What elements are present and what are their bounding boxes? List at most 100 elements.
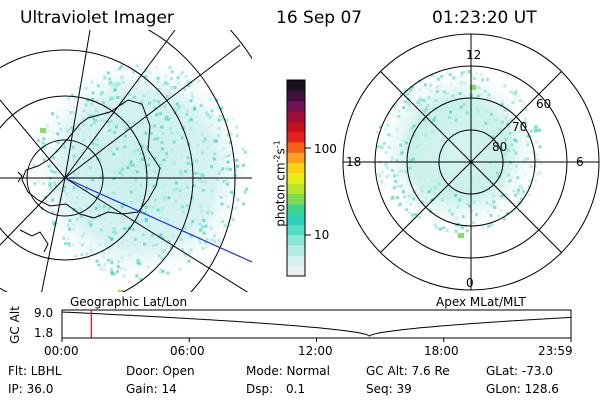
speckle-pixel — [424, 196, 428, 200]
speckle-pixel — [112, 272, 116, 276]
speckle-pixel — [534, 153, 538, 157]
speckle-pixel — [180, 154, 183, 158]
speckle-pixel — [106, 120, 110, 124]
speckle-pixel — [110, 270, 114, 274]
speckle-pixel — [56, 140, 60, 144]
speckle-pixel — [458, 205, 462, 208]
speckle-pixel — [173, 104, 177, 107]
speckle-pixel — [180, 140, 184, 144]
speckle-pixel — [107, 201, 111, 204]
speckle-pixel — [385, 175, 389, 179]
speckle-pixel — [85, 252, 89, 256]
speckle-pixel — [109, 80, 113, 84]
speckle-pixel — [453, 76, 457, 79]
speckle-pixel — [63, 142, 67, 145]
speckle-pixel — [157, 88, 161, 92]
speckle-pixel — [81, 196, 85, 200]
speckle-pixel — [514, 151, 518, 155]
colorbar-swatch — [287, 80, 305, 91]
speckle-pixel — [507, 173, 510, 177]
speckle-pixel — [393, 174, 396, 178]
speckle-pixel — [116, 270, 119, 274]
colorbar-swatch — [287, 141, 305, 153]
speckle-pixel — [110, 258, 114, 262]
speckle-pixel — [116, 96, 120, 99]
speckle-pixel — [80, 234, 84, 238]
speckle-pixel — [395, 184, 399, 188]
speckle-pixel — [126, 120, 130, 124]
speckle-pixel — [216, 178, 220, 182]
speckle-pixel — [99, 92, 103, 96]
speckle-pixel — [120, 241, 124, 245]
speckle-pixel — [144, 205, 148, 209]
speckle-pixel — [422, 118, 426, 122]
speckle-pixel — [73, 254, 77, 258]
speckle-pixel — [109, 120, 113, 123]
speckle-pixel — [226, 182, 229, 186]
colorbar — [287, 80, 305, 277]
speckle-pixel — [170, 122, 174, 126]
speckle-pixel — [405, 147, 409, 150]
speckle-pixel — [176, 76, 180, 80]
speckle-pixel — [376, 145, 380, 149]
speckle-pixel — [199, 173, 203, 177]
speckle-pixel — [468, 204, 472, 208]
speckle-pixel — [186, 156, 190, 160]
speckle-pixel — [113, 130, 116, 134]
speckle-pixel — [214, 231, 217, 235]
speckle-pixel — [85, 104, 89, 108]
speckle-pixel — [159, 93, 163, 97]
speckle-pixel — [387, 146, 391, 150]
speckle-pixel — [91, 142, 95, 146]
speckle-pixel — [422, 181, 426, 185]
speckle-pixel — [511, 101, 515, 104]
speckle-pixel — [387, 133, 391, 137]
speckle-pixel — [483, 89, 487, 93]
speckle-pixel — [155, 113, 159, 117]
speckle-pixel — [149, 115, 152, 119]
speckle-pixel — [151, 240, 154, 244]
speckle-pixel — [435, 85, 439, 89]
speckle-pixel — [61, 189, 65, 193]
speckle-pixel — [156, 137, 159, 141]
speckle-pixel — [113, 123, 117, 127]
speckle-pixel — [398, 159, 402, 163]
speckle-pixel — [123, 227, 127, 230]
speckle-pixel — [139, 142, 143, 146]
auroral-speckle-left — [32, 64, 249, 292]
speckle-pixel — [524, 139, 528, 143]
speckle-pixel — [384, 150, 388, 154]
speckle-pixel — [496, 171, 499, 175]
mlat-mlt-image-panel — [341, 32, 600, 292]
speckle-pixel — [110, 84, 114, 88]
speckle-pixel — [217, 127, 221, 131]
speckle-pixel — [73, 159, 77, 163]
speckle-pixel — [91, 156, 95, 160]
speckle-pixel — [120, 167, 124, 171]
speckle-pixel — [507, 125, 511, 129]
speckle-pixel — [508, 131, 512, 135]
speckle-pixel — [235, 158, 239, 162]
speckle-pixel — [120, 75, 124, 79]
speckle-pixel — [394, 180, 398, 183]
speckle-pixel — [434, 99, 438, 102]
speckle-pixel — [71, 145, 75, 149]
speckle-pixel — [141, 145, 145, 149]
speckle-pixel — [80, 253, 84, 256]
speckle-pixel — [440, 198, 444, 202]
speckle-pixel — [535, 128, 539, 132]
speckle-pixel — [149, 178, 153, 182]
speckle-pixel — [211, 113, 215, 117]
speckle-pixel — [72, 177, 76, 181]
speckle-pixel — [136, 258, 140, 262]
speckle-pixel — [236, 198, 240, 202]
speckle-pixel — [64, 192, 68, 196]
mlt-label-0: 0 — [466, 276, 474, 290]
speckle-pixel — [141, 157, 145, 161]
speckle-pixel — [156, 76, 160, 80]
speckle-pixel — [115, 84, 118, 88]
speckle-pixel — [387, 112, 391, 116]
speckle-pixel — [460, 225, 464, 229]
speckle-pixel — [225, 178, 229, 182]
speckle-pixel — [169, 245, 173, 249]
